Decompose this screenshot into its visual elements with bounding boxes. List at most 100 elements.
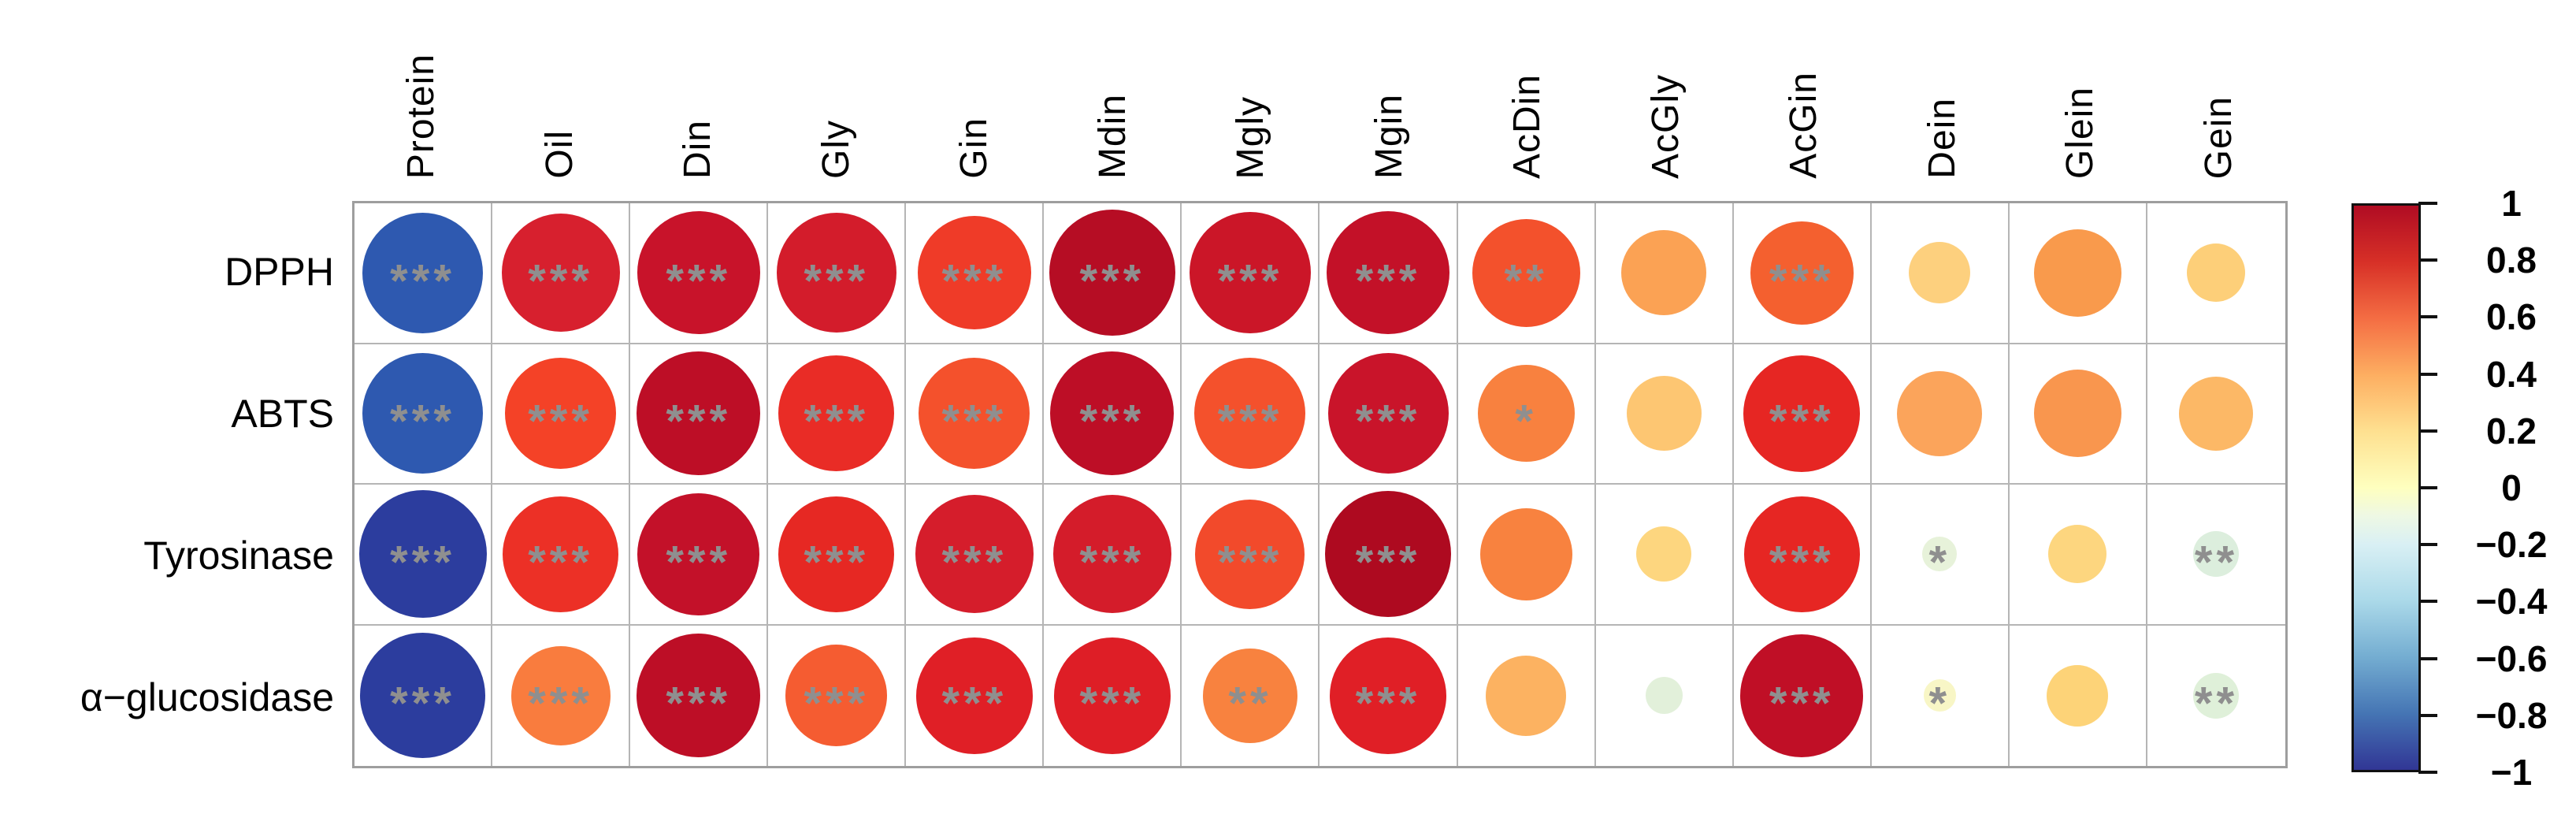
correlation-cell: *** <box>354 485 493 626</box>
row-label: Tyrosinase <box>143 533 334 578</box>
correlation-cell <box>2009 485 2147 626</box>
correlation-cell: *** <box>906 485 1045 626</box>
correlation-cell: * <box>1457 344 1596 485</box>
correlation-cell <box>1595 485 1734 626</box>
colorbar-tick-label: 1 <box>2501 183 2522 224</box>
column-label: Glein <box>2011 0 2150 191</box>
column-label-text: Glein <box>2059 86 2102 179</box>
correlation-circle <box>1750 221 1854 325</box>
column-label: Gly <box>767 0 906 191</box>
correlation-circle <box>1626 376 1702 452</box>
column-label-text: Mdin <box>1091 93 1134 179</box>
correlation-circle <box>2033 229 2121 317</box>
correlation-circle <box>637 351 761 476</box>
correlation-cell: ** <box>1182 625 1320 766</box>
colorbar-tick <box>2418 258 2437 262</box>
colorbar-tick-label: −1 <box>2490 752 2533 793</box>
correlation-matrix-grid: *** *** *** *** *** *** *** *** ** *** *** *** *** **… <box>352 201 2288 768</box>
column-labels: Protein Oil Din Gly Gin Mdin Mgly Mgin AcDin AcGl… <box>352 0 2288 191</box>
colorbar-tick-label: 0.2 <box>2486 410 2537 452</box>
row-labels: DPPH ABTS Tyrosinase α−glucosidase <box>0 201 343 768</box>
correlation-cell: *** <box>1733 485 1872 626</box>
colorbar-tick <box>2418 429 2437 433</box>
colorbar-tick <box>2418 202 2437 205</box>
correlation-cell: ** <box>1457 203 1596 344</box>
correlation-circle <box>1909 242 1971 304</box>
correlation-circle <box>776 213 896 333</box>
colorbar-tick <box>2418 771 2437 774</box>
correlation-cell: *** <box>1044 344 1182 485</box>
correlation-circle <box>1922 537 1958 572</box>
correlation-cell <box>1595 344 1734 485</box>
correlation-cell <box>1596 625 1734 766</box>
correlation-circle <box>360 633 486 759</box>
correlation-circle <box>1743 355 1861 472</box>
column-label: Oil <box>491 0 629 191</box>
correlation-circle <box>915 637 1033 754</box>
correlation-cell: *** <box>768 203 907 344</box>
correlation-circle <box>1645 677 1683 715</box>
colorbar-tick-label: 0.4 <box>2486 353 2537 395</box>
correlation-circle <box>2187 243 2246 303</box>
row-label: ABTS <box>231 392 334 436</box>
correlation-circle <box>358 490 487 619</box>
correlation-cell <box>2147 203 2285 344</box>
correlation-circle <box>785 645 888 747</box>
colorbar-tick <box>2418 600 2437 604</box>
correlation-circle <box>1202 648 1297 743</box>
correlation-circle <box>1189 212 1311 334</box>
column-label: Protein <box>352 0 491 191</box>
correlation-cell: *** <box>1320 344 1458 485</box>
correlation-circle <box>2047 664 2109 727</box>
correlation-cell <box>1457 485 1596 626</box>
colorbar-tick-label: 0.6 <box>2486 296 2537 338</box>
correlation-cell: ** <box>2147 485 2285 626</box>
row-label: DPPH <box>225 250 334 294</box>
column-label-text: Gly <box>815 120 857 179</box>
correlation-circle <box>778 355 895 472</box>
correlation-circle <box>1636 526 1692 582</box>
correlation-cell: ** <box>2147 626 2285 767</box>
correlation-cell: *** <box>630 485 769 626</box>
colorbar-tick <box>2418 315 2437 319</box>
correlation-cell <box>2010 625 2147 766</box>
correlation-circle <box>1621 230 1707 316</box>
correlation-cell: *** <box>906 625 1045 766</box>
correlation-circle <box>637 492 760 615</box>
column-label: AcGin <box>1735 0 1873 191</box>
correlation-cell: *** <box>906 203 1045 344</box>
correlation-circle <box>510 645 611 745</box>
correlation-cell: *** <box>630 344 769 485</box>
colorbar-tick <box>2418 656 2437 660</box>
correlation-cell: *** <box>1733 203 1872 344</box>
column-label-text: Oil <box>538 130 581 179</box>
correlation-cell: *** <box>768 485 907 626</box>
correlation-circle <box>1897 370 1983 456</box>
column-label: Din <box>629 0 767 191</box>
correlation-circle <box>362 353 484 474</box>
colorbar-tick-label: 0.8 <box>2486 240 2537 281</box>
correlation-circle <box>637 211 760 335</box>
correlation-cell <box>1871 344 2010 485</box>
correlation-cell <box>1595 203 1734 344</box>
colorbar-tick <box>2418 486 2437 489</box>
correlation-circle <box>362 212 484 333</box>
column-label-text: AcGly <box>1644 73 1687 179</box>
correlation-cell <box>2147 344 2285 485</box>
column-label-text: Gin <box>953 117 996 179</box>
column-label-text: Mgin <box>1368 93 1410 179</box>
correlation-circle <box>1327 211 1450 335</box>
column-label-text: Gein <box>2197 95 2240 179</box>
correlation-circle <box>1053 637 1171 754</box>
column-label: AcDin <box>1458 0 1597 191</box>
correlation-circle <box>637 634 761 758</box>
colorbar-tick-label: −0.6 <box>2475 637 2548 679</box>
correlation-circle <box>1472 218 1580 327</box>
correlation-cell: *** <box>354 625 493 766</box>
correlation-circle <box>1327 353 1449 474</box>
correlation-circle <box>1740 634 1864 757</box>
correlation-circle <box>1479 507 1572 600</box>
column-label-text: Din <box>677 119 719 179</box>
colorbar-tick-label: −0.4 <box>2475 581 2548 623</box>
correlation-circle <box>2048 525 2107 584</box>
